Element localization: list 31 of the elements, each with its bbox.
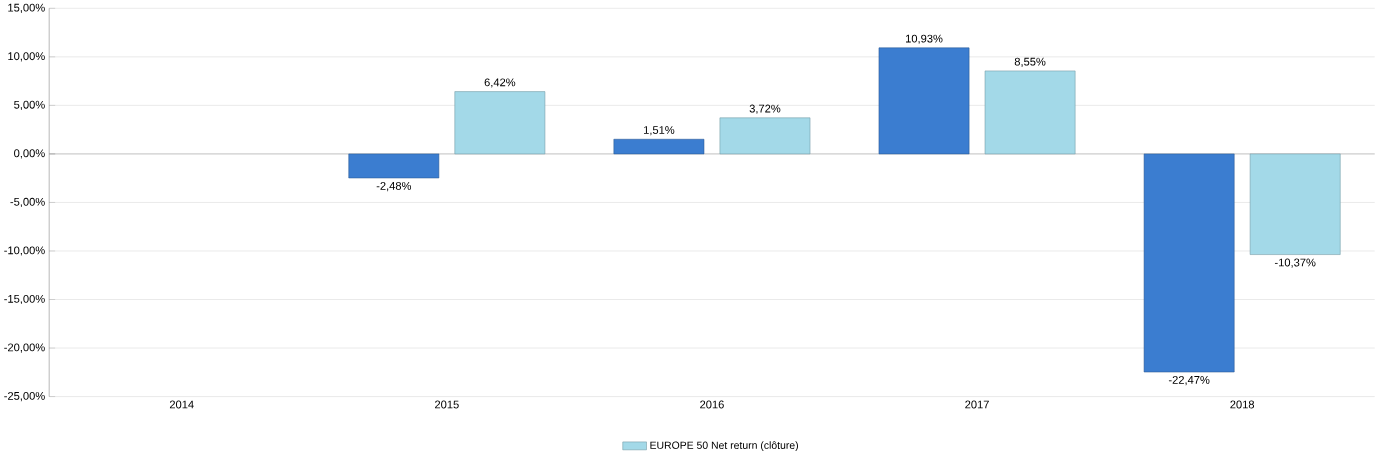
bar — [613, 138, 705, 155]
data-label: -10,37% — [1274, 258, 1316, 268]
data-label: 8,55% — [1014, 57, 1046, 67]
y-tick-label: 15,00% — [8, 3, 45, 13]
data-label: 1,51% — [644, 126, 675, 136]
bar — [719, 117, 811, 155]
x-tick-label: 2015 — [435, 400, 459, 409]
bar — [878, 47, 970, 155]
data-label: 6,42% — [484, 78, 516, 88]
data-label: 10,93% — [906, 34, 943, 44]
bar — [454, 91, 546, 155]
y-tick-label: -10,00% — [4, 246, 45, 256]
bar — [1249, 153, 1341, 255]
x-tick-label: 2014 — [169, 400, 194, 409]
x-tick-label: 2017 — [965, 400, 989, 409]
y-tick-label: 10,00% — [8, 52, 45, 62]
data-label: 3,72% — [749, 104, 781, 114]
bar — [984, 70, 1076, 155]
y-tick-label: 5,00% — [14, 100, 45, 110]
x-tick-label: 2016 — [700, 400, 724, 409]
y-tick-label: -25,00% — [4, 391, 45, 402]
x-tick-label: 2018 — [1230, 400, 1255, 409]
data-label: -22,47% — [1168, 375, 1210, 386]
y-tick-label: 0,00% — [14, 149, 45, 159]
bar — [1143, 153, 1235, 373]
legend-label: EUROPE 50 Net return (clôture) — [650, 441, 798, 451]
y-tick-label: -15,00% — [4, 294, 45, 305]
bar — [348, 153, 440, 179]
y-tick-label: -20,00% — [4, 343, 45, 353]
data-label: -2,48% — [376, 181, 412, 192]
y-tick-label: -5,00% — [10, 197, 45, 207]
